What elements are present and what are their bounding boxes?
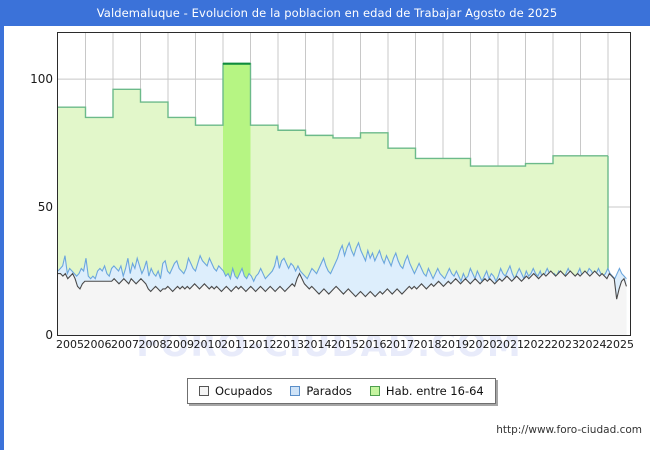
legend-item-ocupados[interactable]: Ocupados bbox=[199, 384, 272, 398]
x-tick-label: 2011 bbox=[221, 338, 249, 351]
x-tick-label: 2014 bbox=[303, 338, 332, 351]
x-tick-label: 2017 bbox=[386, 338, 414, 351]
x-tick-label: 2013 bbox=[276, 338, 304, 351]
plot-area bbox=[57, 32, 631, 336]
x-tick-label: 2020 bbox=[468, 338, 497, 351]
x-tick-label: 2021 bbox=[496, 338, 524, 351]
plot-canvas bbox=[57, 32, 631, 336]
y-axis-labels: 0 50 100 bbox=[4, 32, 53, 342]
series-line-hab-16-64 bbox=[58, 63, 608, 167]
legend-label-ocupados: Ocupados bbox=[215, 384, 273, 398]
legend-label-hab-16-64: Hab. entre 16-64 bbox=[385, 384, 484, 398]
x-tick-label: 2015 bbox=[331, 338, 359, 351]
x-tick-label: 2009 bbox=[166, 338, 194, 351]
x-tick-label: 2012 bbox=[248, 338, 277, 351]
chart-svg bbox=[58, 33, 630, 335]
x-tick-label: 2024 bbox=[578, 338, 607, 351]
x-tick-label: 2010 bbox=[193, 338, 222, 351]
x-tick-label: 2008 bbox=[138, 338, 167, 351]
y-tick-label: 100 bbox=[30, 72, 53, 87]
series-area-ocupados bbox=[58, 271, 627, 335]
legend-swatch-hab-16-64 bbox=[369, 386, 380, 396]
legend-label-parados: Parados bbox=[306, 384, 352, 398]
x-tick-label: 2019 bbox=[441, 338, 469, 351]
x-tick-label: 2006 bbox=[83, 338, 112, 351]
legend-swatch-ocupados bbox=[199, 386, 209, 396]
legend-item-parados[interactable]: Parados bbox=[290, 384, 352, 398]
x-tick-label: 2018 bbox=[413, 338, 442, 351]
source-url: http://www.foro-ciudad.com bbox=[496, 424, 642, 436]
y-tick-label: 50 bbox=[37, 200, 53, 215]
series-line-parados bbox=[58, 241, 627, 283]
x-tick-label: 2023 bbox=[551, 338, 579, 351]
x-axis-labels: 2005 2006 2007 2008 2009 2010 2011 2012 2013 2014… bbox=[56, 338, 634, 354]
chart-legend: Ocupados Parados Hab. entre 16-64 bbox=[187, 378, 496, 404]
x-tick-label: 2005 bbox=[56, 338, 84, 351]
x-tick-label: 2007 bbox=[111, 338, 139, 351]
page-title: Valdemaluque - Evolucion de la poblacion… bbox=[96, 6, 558, 20]
title-bar: Valdemaluque - Evolucion de la poblacion… bbox=[4, 0, 650, 26]
x-tick-label: 2025 bbox=[606, 338, 634, 351]
y-tick-label: 0 bbox=[45, 328, 53, 342]
legend-item-hab-16-64[interactable]: Hab. entre 16-64 bbox=[369, 384, 484, 398]
series-line-ocupados bbox=[58, 270, 627, 300]
legend-swatch-parados bbox=[290, 386, 301, 396]
x-tick-label: 2016 bbox=[358, 338, 387, 351]
x-tick-label: 2022 bbox=[523, 338, 552, 351]
